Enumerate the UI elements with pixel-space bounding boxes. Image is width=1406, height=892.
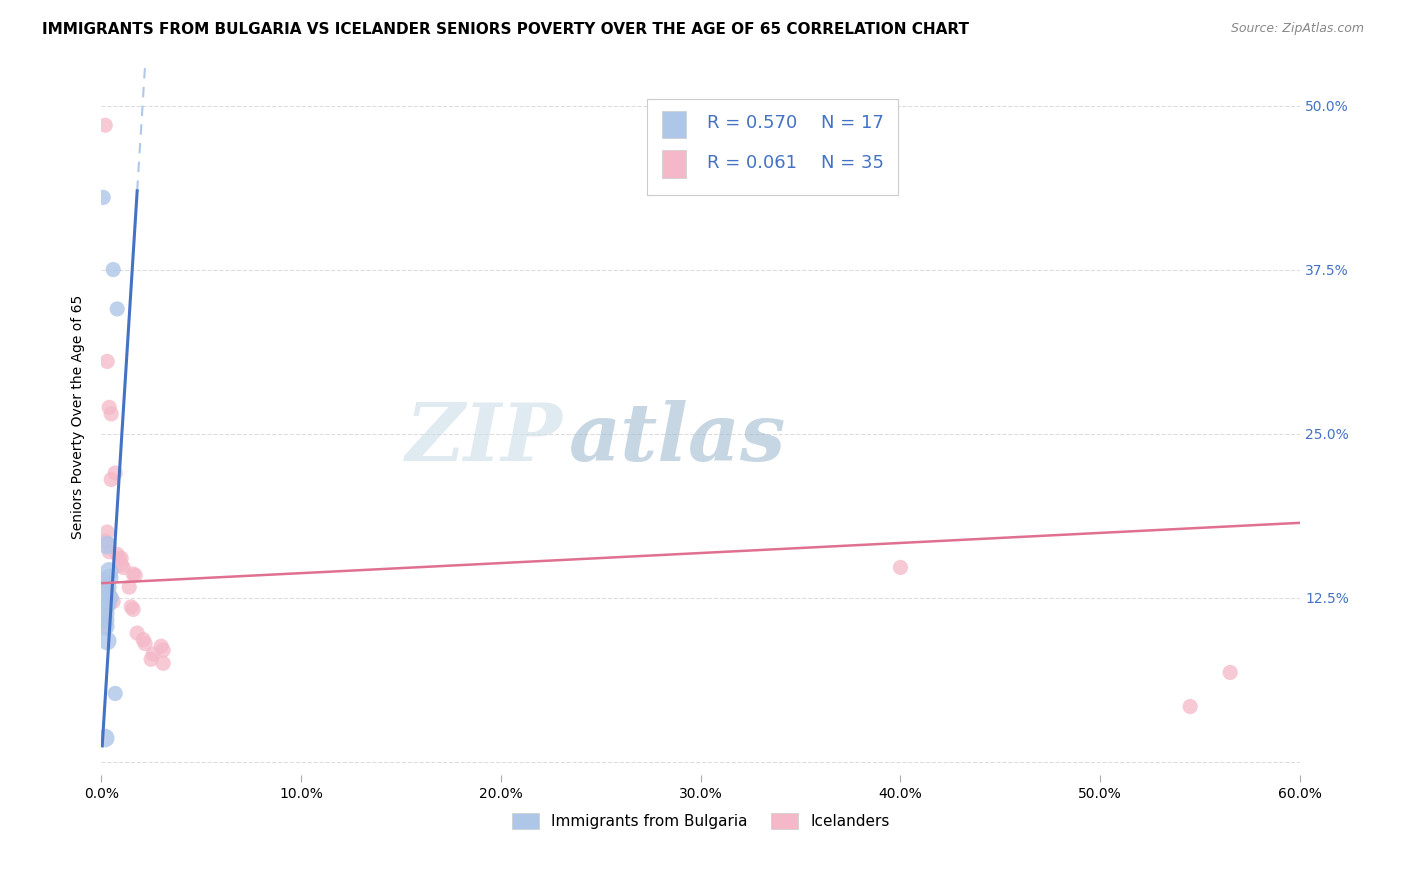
Point [98,587,121,601]
Point [132,632,155,647]
Point [94,613,117,627]
Point [100,407,122,421]
Point [96,597,118,611]
Point [1219,665,1241,680]
Text: R = 0.570: R = 0.570 [707,113,797,131]
Point [94,619,117,633]
Point [104,466,127,480]
Point [127,626,149,640]
Point [98,565,121,579]
Point [96,524,118,539]
Legend: Immigrants from Bulgaria, Icelanders: Immigrants from Bulgaria, Icelanders [505,807,896,835]
Point [96,634,118,648]
Point [94,731,117,745]
Point [1180,699,1202,714]
Point [122,567,145,582]
Point [889,560,911,574]
Y-axis label: Seniors Poverty Over the Age of 65: Seniors Poverty Over the Age of 65 [72,295,86,540]
Point [110,551,132,566]
Point [94,619,117,633]
Point [94,574,117,588]
Point [152,657,174,671]
Point [94,599,117,614]
Point [96,580,118,594]
Point [142,647,165,661]
Point [112,560,135,574]
Point [98,571,121,585]
Point [105,301,128,316]
Point [94,587,117,601]
Text: IMMIGRANTS FROM BULGARIA VS ICELANDER SENIORS POVERTY OVER THE AGE OF 65 CORRELA: IMMIGRANTS FROM BULGARIA VS ICELANDER SE… [42,22,969,37]
Text: Source: ZipAtlas.com: Source: ZipAtlas.com [1230,22,1364,36]
Point [91,190,114,204]
Point [96,354,118,368]
Point [94,610,117,624]
Point [103,262,125,277]
Text: N = 17: N = 17 [821,113,883,131]
Point [98,401,121,415]
Text: ZIP: ZIP [406,400,562,477]
Text: R = 0.061: R = 0.061 [707,154,797,172]
Point [105,547,128,561]
Point [120,599,142,614]
Point [118,580,141,594]
FancyBboxPatch shape [647,99,898,195]
Point [152,643,174,657]
Point [94,534,117,549]
Point [100,591,122,605]
Point [94,607,117,621]
Point [96,538,118,552]
Point [94,118,117,132]
FancyBboxPatch shape [662,151,686,178]
Point [141,652,163,666]
Point [104,686,127,700]
Point [100,473,122,487]
Point [110,558,132,572]
Point [108,551,131,566]
FancyBboxPatch shape [662,112,686,138]
Point [134,636,156,650]
Point [124,568,146,582]
Text: N = 35: N = 35 [821,154,883,172]
Point [103,594,125,608]
Point [98,545,121,559]
Point [122,602,145,616]
Text: atlas: atlas [569,400,786,477]
Point [150,639,173,653]
